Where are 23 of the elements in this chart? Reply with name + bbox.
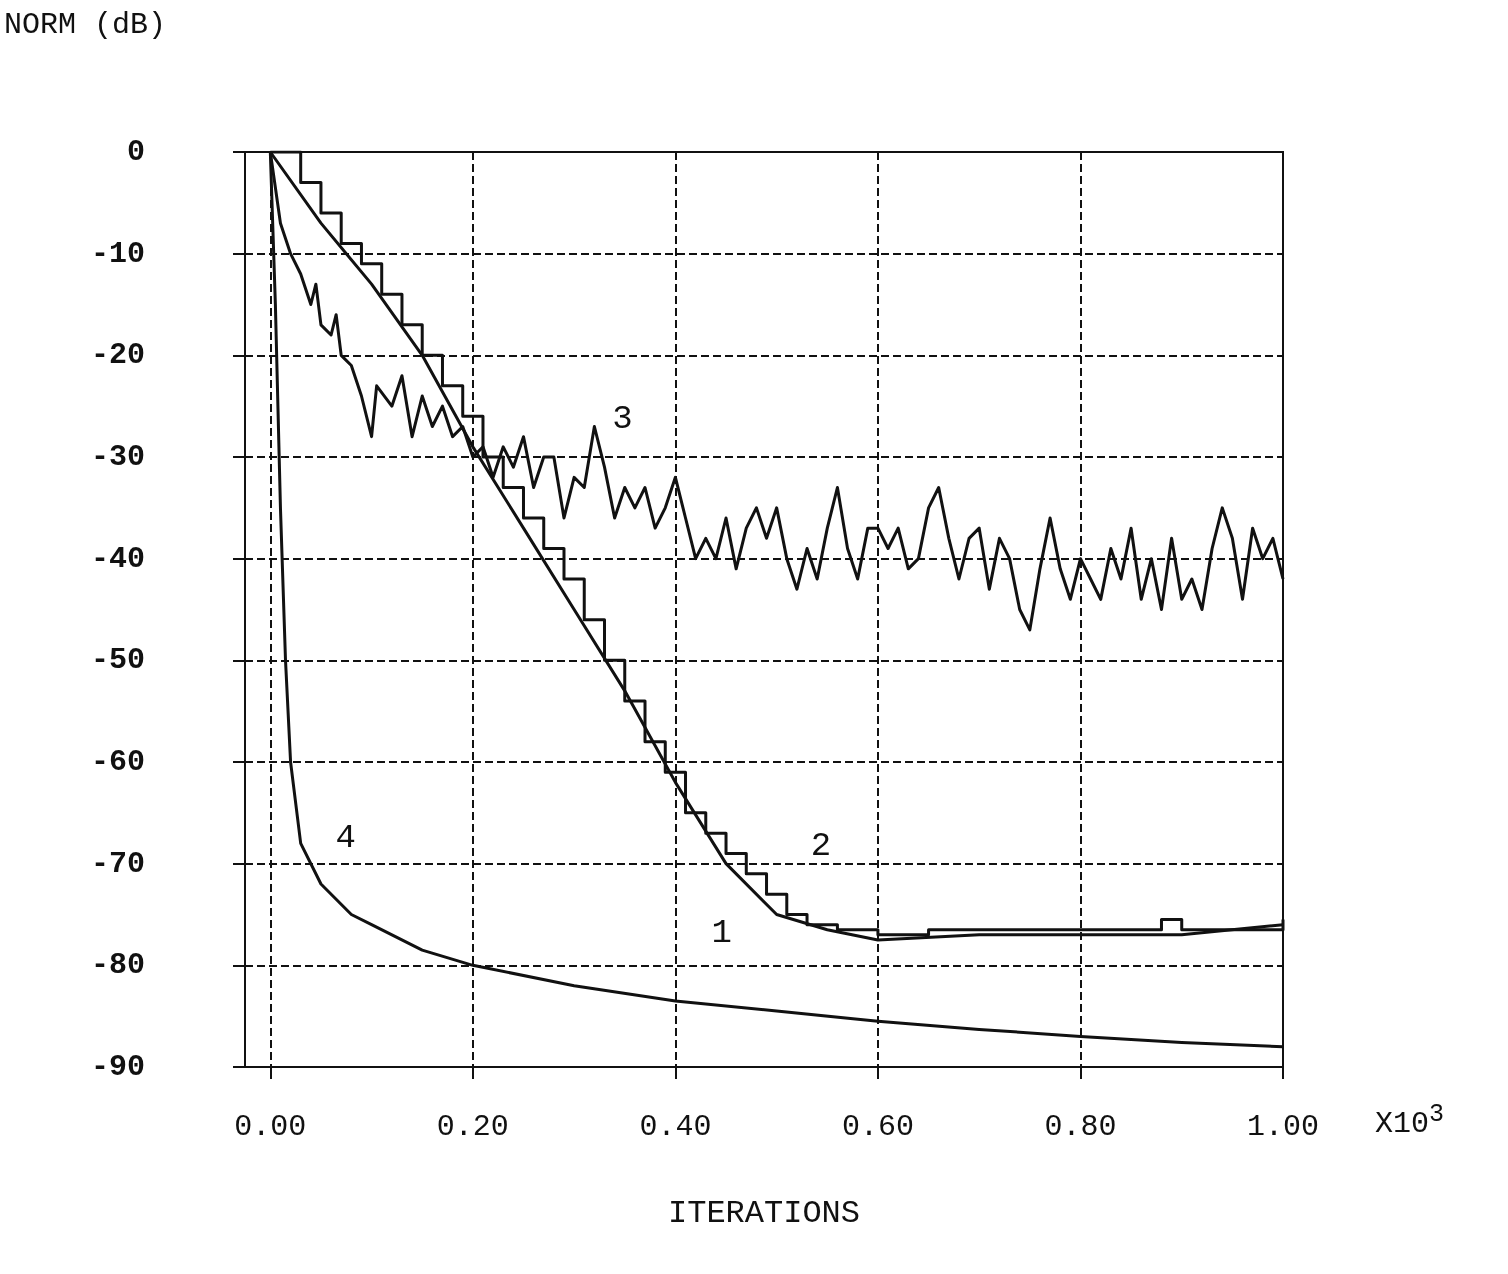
y-tick-label: -90 (90, 1050, 145, 1084)
y-tick-label: -40 (90, 541, 145, 576)
text: X10$^{3}$ (1375, 1100, 1445, 1141)
x-tick-label: 1.00 (1246, 1110, 1320, 1144)
x-axis-title: ITERATIONS (667, 1194, 861, 1232)
y-tick-label: 0 (126, 135, 145, 169)
y-tick-label: -80 (90, 948, 145, 983)
y-tick-label: -50 (90, 643, 145, 678)
y-axis-title: NORM (dB) (4, 8, 167, 42)
annotation: 1 (711, 913, 732, 952)
y-tick-label: -20 (90, 338, 145, 373)
x-tick-label: 0.40 (639, 1110, 712, 1144)
x-tick-label: 0.00 (234, 1110, 307, 1144)
y-tick-label: -30 (90, 440, 145, 474)
x-tick-label: 0.20 (436, 1110, 509, 1144)
annotation: 3 (612, 399, 633, 438)
y-tick-label: -10 (90, 236, 145, 271)
y-tick-label: -70 (90, 846, 145, 881)
x-tick-label: 0.60 (841, 1110, 914, 1144)
y-tick-label: -60 (90, 745, 145, 779)
annotation: 4 (335, 819, 356, 858)
annotation: 2 (810, 826, 832, 865)
x-tick-label: 0.80 (1044, 1110, 1117, 1144)
